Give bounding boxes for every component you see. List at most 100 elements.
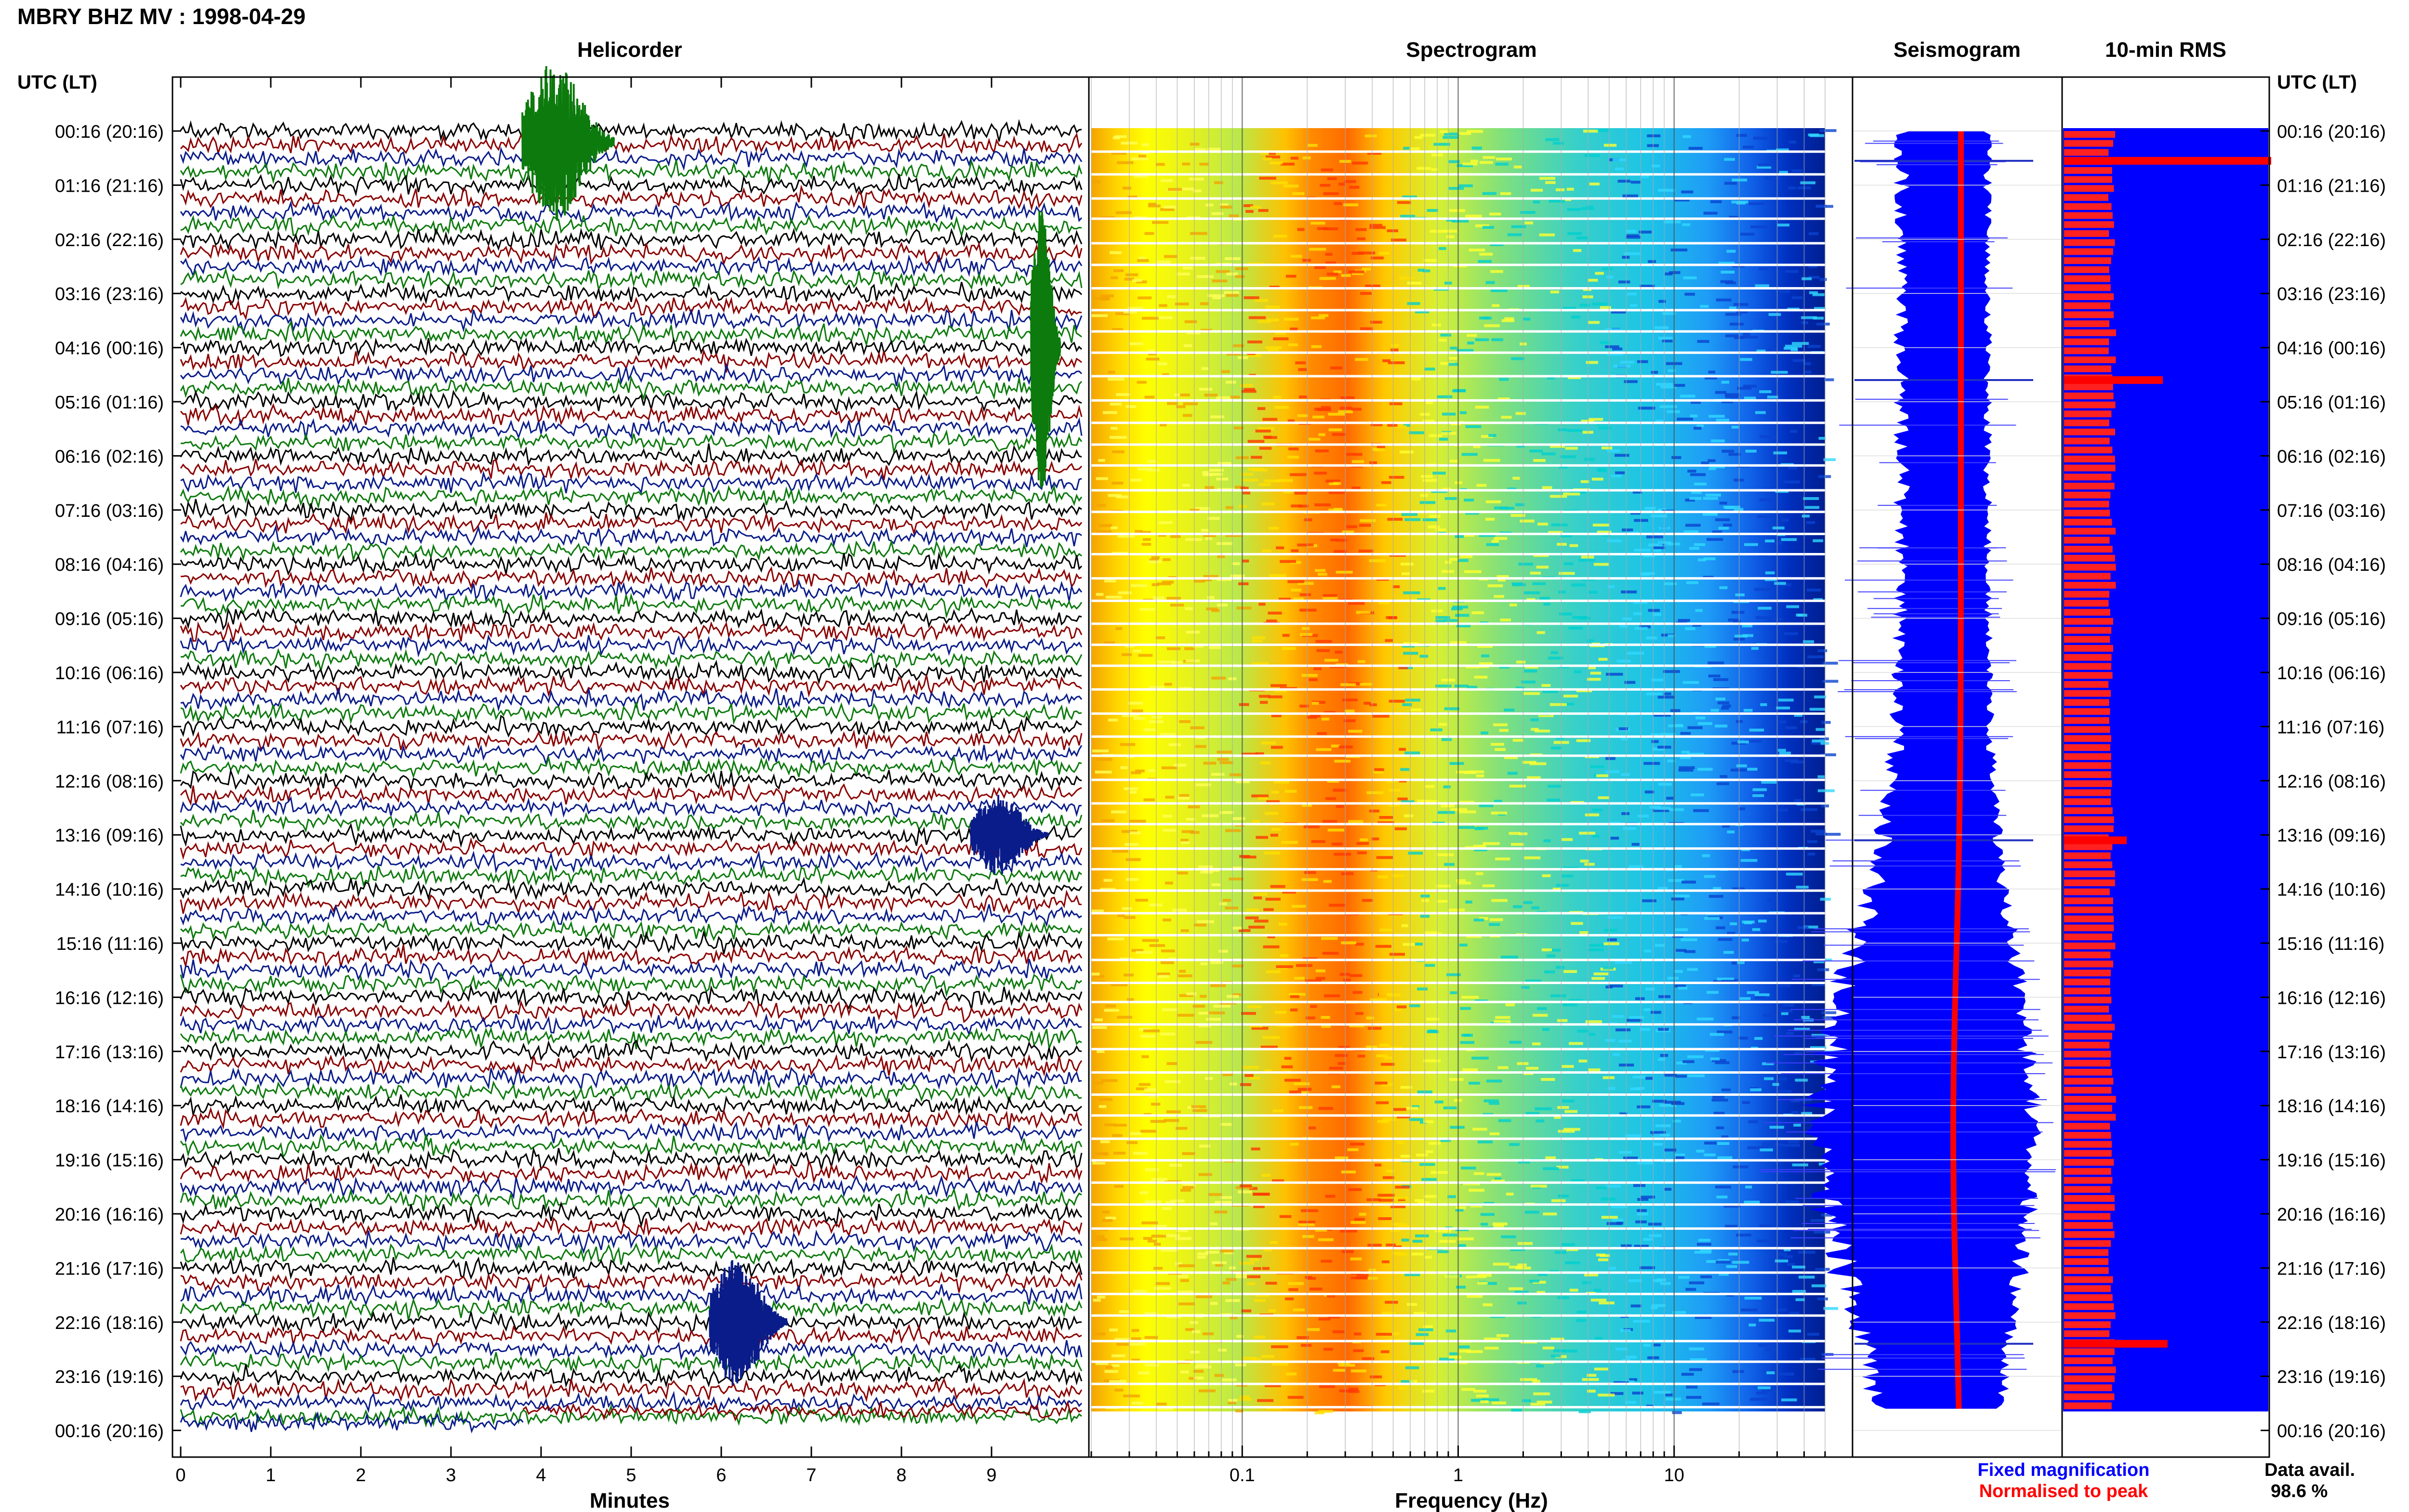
spectrogram-speck	[1501, 416, 1512, 419]
spectrogram-speck	[1825, 833, 1841, 836]
spectrogram-speck	[1268, 348, 1279, 351]
spectrogram-speck	[1562, 1099, 1575, 1103]
spectrogram-speck	[1245, 908, 1259, 911]
spectrogram-speck	[1421, 899, 1430, 902]
spectrogram-speck	[1716, 782, 1729, 786]
spectrogram-speck	[1611, 474, 1622, 478]
spectrogram-speck	[1790, 760, 1804, 763]
rms-bar	[2064, 690, 2111, 697]
spectrogram-speck	[1497, 397, 1510, 401]
spectrogram-speck	[1450, 1126, 1465, 1129]
rms-bar	[2064, 464, 2116, 472]
spectrogram-speck	[1628, 1279, 1642, 1282]
spectrogram-speck	[1593, 1288, 1602, 1292]
rms-bar	[2064, 428, 2116, 435]
spectrogram-speck	[1354, 1218, 1365, 1221]
rms-bar	[2064, 212, 2113, 219]
spectrogram-speck	[1698, 1238, 1710, 1242]
spectrogram-speck	[1222, 1281, 1231, 1285]
spectrogram-speck	[1272, 1109, 1284, 1113]
spectrogram-speck	[1259, 447, 1272, 450]
spectrogram-speck	[1211, 773, 1225, 776]
spectrogram-speck	[1148, 352, 1157, 355]
spectrogram-speck	[1229, 214, 1239, 217]
spectrogram-speck	[1181, 187, 1194, 191]
spectrogram-speck	[1435, 528, 1446, 532]
spectrogram-speck	[1817, 775, 1825, 778]
rms-bar	[2064, 1087, 2112, 1094]
spectrogram-speck	[1606, 1222, 1622, 1225]
spectrogram-speck	[1672, 1119, 1681, 1123]
spectrogram-speck	[1239, 703, 1249, 706]
spectrogram-speck	[1623, 827, 1636, 830]
rms-spike	[2064, 836, 2127, 844]
spectrogram-speck	[1491, 338, 1503, 342]
spectrogram-speck	[1774, 541, 1783, 545]
spectrogram-speck	[1389, 475, 1404, 479]
spectrogram-speck	[1710, 1057, 1720, 1061]
spectrogram-speck	[1281, 841, 1298, 844]
spectrogram-speck	[1444, 497, 1457, 500]
spectrogram-speck	[1720, 775, 1728, 778]
spectrogram-speck	[1517, 1302, 1527, 1305]
spectrogram-speck	[1667, 976, 1679, 980]
spectrogram-speck	[1252, 1357, 1261, 1361]
spectrogram-speck	[1152, 596, 1165, 600]
spectrogram-speck	[1419, 501, 1436, 504]
rms-bar	[2064, 1177, 2113, 1184]
spectrogram-speck	[1792, 296, 1803, 299]
spectrogram-speck	[1348, 602, 1365, 605]
spectrogram-speck	[1255, 429, 1271, 433]
spectrogram-speck	[1265, 1282, 1277, 1285]
spectrogram-speck	[1440, 333, 1452, 337]
spectrogram-speck	[1153, 1267, 1163, 1270]
spectrogram-speck	[1318, 433, 1325, 436]
spectrogram-speck	[1584, 458, 1595, 461]
spectrogram-speck	[1321, 1025, 1331, 1028]
spectrogram-speck	[1180, 1189, 1191, 1192]
spectrogram-speck	[1605, 345, 1619, 348]
spectrogram-speck	[1291, 905, 1306, 908]
helicorder-trace	[180, 659, 1082, 685]
spectrogram-speck	[1588, 321, 1600, 324]
row-label-right: 23:16 (19:16)	[2277, 1367, 2386, 1387]
spectrogram-speck	[1476, 484, 1487, 487]
spectrogram-speck	[1510, 514, 1525, 517]
spectrogram-speck	[1099, 1098, 1112, 1101]
spectrogram-speck	[1164, 1119, 1179, 1122]
spectrogram-speck	[1242, 478, 1258, 482]
spectrogram-speck	[1514, 1290, 1529, 1294]
spectrogram-speck	[1313, 667, 1322, 671]
spectrogram-speck	[1231, 867, 1244, 869]
spectrogram-speck	[1645, 1077, 1653, 1080]
spectrogram-speck	[1331, 1085, 1340, 1089]
spectrogram-speck	[1536, 631, 1545, 634]
spectrogram-speck	[1651, 371, 1658, 374]
spectrogram-speck	[1300, 633, 1313, 636]
spectrogram-speck	[1610, 1392, 1624, 1395]
row-label-left: 15:16 (11:16)	[56, 934, 164, 954]
spectrogram-speck	[1230, 1082, 1237, 1086]
spectrogram-title: Spectrogram	[1406, 38, 1536, 62]
spectrogram-speck	[1601, 1197, 1616, 1201]
spectrogram-speck	[1538, 714, 1554, 717]
spectrogram-speck	[1682, 1060, 1694, 1064]
spectrogram-speck	[1182, 266, 1193, 270]
rms-bar	[2064, 1150, 2112, 1157]
spectrogram-speck	[1092, 1161, 1106, 1165]
spectrogram-speck	[1649, 1234, 1662, 1237]
spectrogram-speck	[1347, 1148, 1359, 1151]
spectrogram-speck	[1176, 1229, 1188, 1232]
spectrogram-speck	[1547, 798, 1561, 802]
row-label-right: 03:16 (23:16)	[2277, 284, 2386, 304]
spectrogram-speck	[1694, 543, 1706, 546]
spectrogram-speck	[1208, 1011, 1225, 1014]
spectrogram-speck	[1282, 634, 1290, 637]
spectrogram-speck	[1226, 353, 1241, 356]
spectrogram-speck	[1291, 589, 1301, 592]
spectrogram-speck	[1562, 1003, 1577, 1007]
spectrogram-speck	[1367, 1026, 1382, 1030]
rms-bar	[2064, 618, 2113, 625]
spectrogram-speck	[1203, 534, 1216, 537]
spectrogram-speck	[1539, 233, 1555, 237]
